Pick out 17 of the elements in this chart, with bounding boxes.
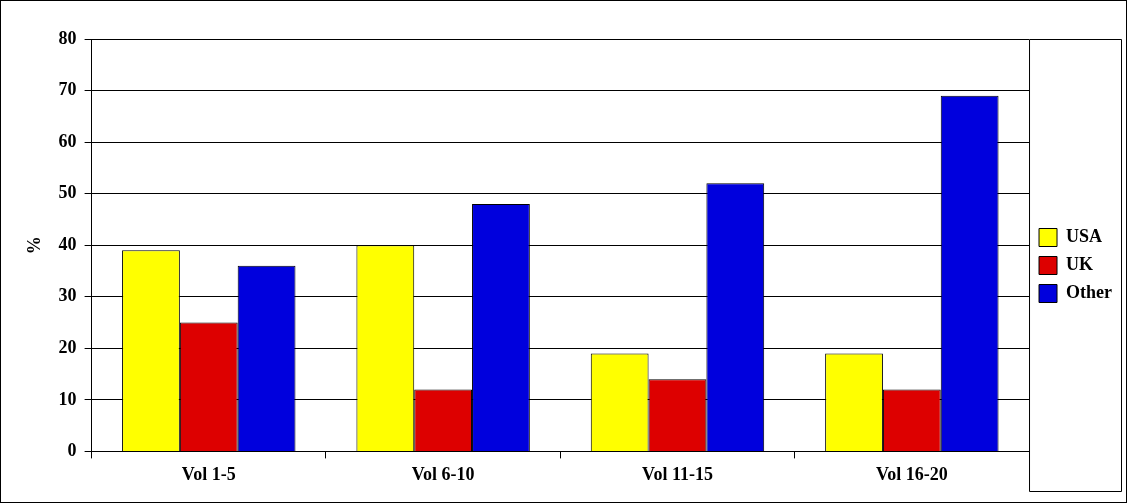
y-tick-label: 10 [58, 388, 77, 409]
y-tick-label: 60 [58, 130, 77, 151]
y-tick-label: 30 [58, 285, 77, 306]
y-axis-title: % [24, 236, 45, 255]
y-tick-label: 70 [58, 79, 77, 100]
x-tick-label: Vol 11-15 [642, 463, 713, 484]
y-tick-label: 20 [58, 336, 77, 357]
y-tick-label: 40 [58, 233, 77, 254]
y-tick-label: 80 [58, 27, 77, 48]
x-tick-label: Vol 1-5 [181, 463, 236, 484]
y-tick-label: 0 [67, 440, 77, 461]
x-tick-label: Vol 6-10 [411, 463, 475, 484]
legend-label: UK [1066, 254, 1094, 275]
legend-label: USA [1066, 226, 1103, 247]
y-tick-label: 50 [58, 182, 77, 203]
x-tick-label: Vol 16-20 [875, 463, 948, 484]
legend-label: Other [1066, 282, 1113, 303]
